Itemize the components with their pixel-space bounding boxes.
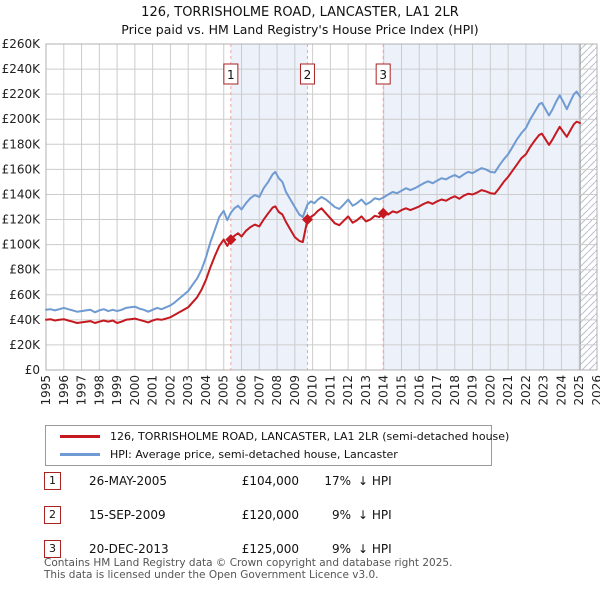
x-axis-tick-label: 1998	[92, 375, 106, 406]
page-subtitle: Price paid vs. HM Land Registry's House …	[121, 22, 479, 37]
y-axis-tick-label: £160K	[2, 162, 42, 176]
x-axis-tick-label: 2026	[590, 375, 600, 406]
x-axis-tick-label: 2008	[270, 375, 284, 406]
sale-hpi-delta: 17%	[324, 474, 351, 488]
sale-point-diamond	[377, 207, 389, 219]
x-axis-tick-label: 2013	[359, 375, 373, 406]
legend-item-hpi: HPI: Average price, semi-detached house,…	[54, 447, 483, 462]
sale-number-badge: 3	[44, 540, 61, 558]
x-axis-tick-label: 2011	[323, 375, 337, 406]
x-axis-tick-label: 2004	[199, 375, 213, 406]
legend-label-property: 126, TORRISHOLME ROAD, LANCASTER, LA1 2L…	[110, 430, 510, 443]
x-axis-tick-label: 2022	[519, 375, 533, 406]
future-hatch-region	[580, 44, 597, 370]
y-axis-tick-label: £260K	[2, 37, 42, 51]
y-axis-tick-label: £80K	[9, 263, 41, 277]
sale-number-badge: 1	[44, 472, 61, 490]
sale-hpi-delta: 9%	[331, 508, 351, 522]
x-axis-tick-label: 2018	[448, 375, 462, 406]
sale-hpi-delta-suffix: ↓ HPI	[358, 542, 392, 556]
hpi-line	[45, 90, 582, 314]
y-axis-tick-label: £60K	[9, 288, 41, 302]
sale-point-diamond	[225, 234, 237, 246]
chart-area: 1 2 3 £0 £20K £40K £60K £80K £100K £120K £140K £160…	[2, 37, 600, 406]
sale-number-box-label: 3	[379, 68, 387, 82]
x-axis-tick-label: 2005	[217, 375, 231, 406]
sale-date: 26-MAY-2005	[89, 474, 168, 488]
footer-line-1: Contains HM Land Registry data © Crown c…	[44, 557, 453, 569]
legend-item-property: 126, TORRISHOLME ROAD, LANCASTER, LA1 2L…	[54, 429, 509, 444]
x-axis-tick-label: 2019	[466, 375, 480, 406]
transaction-row: 1 26-MAY-2005 £104,000 17% ↓ HPI	[44, 472, 397, 490]
x-axis-tick-label: 2000	[128, 375, 142, 406]
x-axis-tick-label: 2017	[430, 375, 444, 406]
x-axis-tick-label: 1995	[39, 375, 53, 406]
sale-number-box-label: 2	[304, 68, 312, 82]
y-axis-tick-label: £40K	[9, 313, 41, 327]
y-axis-tick-label: £120K	[2, 213, 42, 227]
x-axis-tick-label: 1997	[75, 375, 89, 406]
chart-legend: 126, TORRISHOLME ROAD, LANCASTER, LA1 2L…	[45, 425, 509, 466]
sale-hpi-delta: 9%	[331, 542, 351, 556]
x-axis-tick-label: 2012	[341, 375, 355, 406]
y-axis-tick-label: £100K	[2, 238, 42, 252]
x-axis-tick-label: 2010	[306, 375, 320, 406]
y-axis-tick-label: £200K	[2, 112, 42, 126]
y-axis-tick-label: £220K	[2, 87, 42, 101]
x-axis-tick-label: 2009	[288, 375, 302, 406]
sale-number-box-label: 1	[227, 68, 235, 82]
sale-number-box	[299, 63, 315, 85]
x-axis-tick-label: 2007	[252, 375, 266, 406]
x-axis-tick-label: 2016	[412, 375, 426, 406]
y-axis-tick-label: £20K	[9, 338, 41, 352]
sale-number-box	[223, 63, 239, 85]
transaction-row: 3 20-DEC-2013 £125,000 9% ↓ HPI	[44, 540, 397, 558]
page-title: 126, TORRISHOLME ROAD, LANCASTER, LA1 2L…	[141, 5, 459, 20]
x-axis-tick-label: 2002	[163, 375, 177, 406]
x-axis-tick-label: 2025	[572, 375, 586, 406]
x-axis-tick-label: 2015	[394, 375, 408, 406]
x-axis-tick-label: 2001	[146, 375, 160, 406]
license-footer: Contains HM Land Registry data © Crown c…	[44, 557, 453, 581]
sale-number-badge: 2	[44, 506, 61, 524]
x-axis-tick-label: 2023	[537, 375, 551, 406]
y-axis-tick-label: £180K	[2, 137, 42, 151]
sale-date: 15-SEP-2009	[89, 508, 166, 522]
x-axis-tick-label: 2024	[554, 375, 568, 406]
sale-price: £120,000	[241, 508, 299, 522]
sale-price: £104,000	[241, 474, 299, 488]
x-axis-tick-label: 2020	[483, 375, 497, 406]
x-axis-tick-label: 1996	[57, 375, 71, 406]
hpi-line-swatch	[60, 453, 100, 456]
sale-date: 20-DEC-2013	[89, 542, 169, 556]
x-axis-tick-label: 2006	[235, 375, 249, 406]
y-axis-tick-label: £140K	[2, 187, 42, 201]
price-history-chart: 1 2 3 £0 £20K £40K £60K £80K £100K £120K £140K £160…	[2, 37, 600, 406]
sale-point-diamond	[301, 214, 313, 226]
property-line-swatch	[60, 435, 100, 438]
plot-border	[45, 43, 598, 371]
chart-titles: 126, TORRISHOLME ROAD, LANCASTER, LA1 2L…	[0, 4, 600, 38]
x-axis-tick-label: 2014	[377, 375, 391, 406]
x-axis-tick-label: 2003	[181, 375, 195, 406]
legend-label-hpi: HPI: Average price, semi-detached house,…	[110, 448, 398, 461]
y-axis-tick-label: £240K	[2, 62, 42, 76]
x-axis-tick-label: 2021	[501, 375, 515, 406]
property-price-line	[45, 120, 582, 324]
sale-number-box	[375, 63, 391, 85]
footer-line-2: This data is licensed under the Open Gov…	[44, 568, 379, 581]
y-axis-tick-label: £0	[25, 363, 40, 377]
transaction-row: 2 15-SEP-2009 £120,000 9% ↓ HPI	[44, 506, 397, 524]
x-axis-tick-label: 1999	[110, 375, 124, 406]
sale-hpi-delta-suffix: ↓ HPI	[358, 508, 392, 522]
sale-hpi-delta-suffix: ↓ HPI	[358, 474, 392, 488]
ownership-shading-band	[383, 44, 581, 370]
sale-price: £125,000	[241, 542, 299, 556]
